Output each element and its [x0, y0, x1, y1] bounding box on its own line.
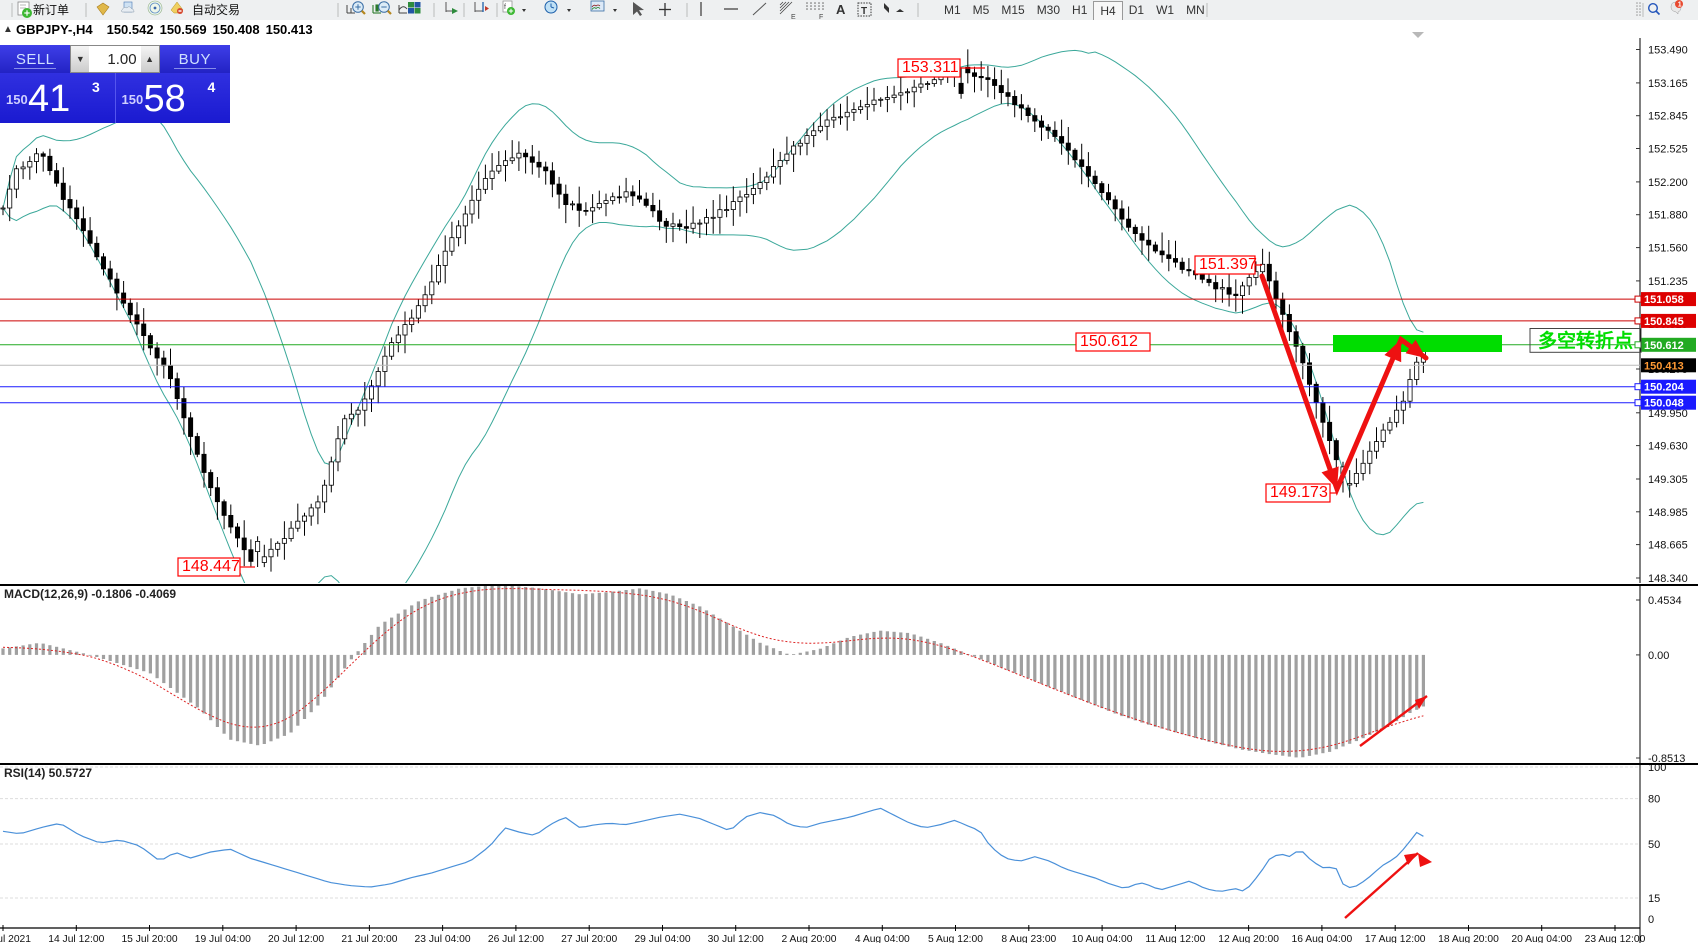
svg-text:多空转折点: 多空转折点: [1538, 329, 1633, 352]
svg-text:20 Jul 12:00: 20 Jul 12:00: [268, 934, 324, 943]
svg-text:27 Jul 20:00: 27 Jul 20:00: [561, 934, 617, 943]
svg-text:19 Jul 04:00: 19 Jul 04:00: [195, 934, 251, 943]
svg-text:12 Aug 20:00: 12 Aug 20:00: [1218, 934, 1279, 943]
svg-text:148.447: 148.447: [182, 558, 240, 575]
svg-text:153.165: 153.165: [1648, 78, 1688, 90]
svg-text:148.665: 148.665: [1648, 540, 1688, 552]
svg-text:0: 0: [1648, 914, 1654, 926]
svg-text:0.4534: 0.4534: [1648, 595, 1682, 607]
svg-text:26 Jul 12:00: 26 Jul 12:00: [488, 934, 544, 943]
svg-text:150.612: 150.612: [1644, 340, 1684, 352]
svg-text:148.340: 148.340: [1648, 573, 1688, 583]
svg-text:150.413: 150.413: [1644, 360, 1684, 372]
svg-text:23 Aug 12:00: 23 Aug 12:00: [1585, 934, 1646, 943]
svg-text:5 Aug 12:00: 5 Aug 12:00: [928, 934, 983, 943]
svg-text:15 Jul 20:00: 15 Jul 20:00: [121, 934, 177, 943]
svg-text:80: 80: [1648, 794, 1660, 806]
svg-text:T: T: [861, 6, 867, 17]
svg-text:2 Aug 20:00: 2 Aug 20:00: [782, 934, 837, 943]
svg-text:MACD(12,26,9) -0.1806 -0.4069: MACD(12,26,9) -0.1806 -0.4069: [4, 587, 176, 601]
svg-text:16 Aug 04:00: 16 Aug 04:00: [1292, 934, 1353, 943]
svg-text:151.058: 151.058: [1644, 294, 1684, 306]
svg-text:153.490: 153.490: [1648, 45, 1688, 57]
svg-text:100: 100: [1648, 765, 1666, 774]
svg-text:150.204: 150.204: [1644, 382, 1685, 394]
svg-text:13 Jul 2021: 13 Jul 2021: [0, 934, 31, 943]
svg-text:17 Aug 12:00: 17 Aug 12:00: [1365, 934, 1426, 943]
svg-text:151.235: 151.235: [1648, 276, 1688, 288]
svg-text:149.305: 149.305: [1648, 474, 1688, 486]
svg-text:152.845: 152.845: [1648, 111, 1688, 123]
svg-text:151.880: 151.880: [1648, 210, 1688, 222]
svg-text:151.397: 151.397: [1199, 256, 1257, 273]
svg-text:150.048: 150.048: [1644, 398, 1684, 410]
svg-text:21 Jul 20:00: 21 Jul 20:00: [341, 934, 397, 943]
svg-text:1: 1: [1678, 1, 1682, 8]
svg-text:148.985: 148.985: [1648, 507, 1688, 519]
svg-text:152.200: 152.200: [1648, 177, 1688, 189]
svg-text:152.525: 152.525: [1648, 144, 1688, 156]
svg-text:30 Jul 12:00: 30 Jul 12:00: [708, 934, 764, 943]
svg-text:10 Aug 04:00: 10 Aug 04:00: [1072, 934, 1133, 943]
svg-text:23 Jul 04:00: 23 Jul 04:00: [415, 934, 471, 943]
svg-text:0.00: 0.00: [1648, 650, 1669, 662]
svg-text:151.560: 151.560: [1648, 243, 1688, 255]
svg-text:20 Aug 04:00: 20 Aug 04:00: [1511, 934, 1572, 943]
svg-text:14 Jul 12:00: 14 Jul 12:00: [48, 934, 104, 943]
svg-text:新订单: 新订单: [33, 2, 69, 17]
svg-text:11 Aug 12:00: 11 Aug 12:00: [1145, 934, 1205, 943]
svg-text:自动交易: 自动交易: [192, 2, 240, 17]
svg-text:50: 50: [1648, 839, 1660, 851]
svg-text:4 Aug 04:00: 4 Aug 04:00: [855, 934, 910, 943]
svg-text:149.630: 149.630: [1648, 441, 1688, 453]
svg-text:A: A: [836, 2, 846, 17]
svg-text:f: f: [504, 4, 506, 11]
svg-text:153.311: 153.311: [902, 59, 959, 76]
svg-text:150.612: 150.612: [1080, 333, 1138, 350]
svg-text:29 Jul 04:00: 29 Jul 04:00: [634, 934, 690, 943]
svg-text:149.173: 149.173: [1270, 484, 1328, 501]
svg-text:18 Aug 20:00: 18 Aug 20:00: [1438, 934, 1499, 943]
svg-text:8 Aug 23:00: 8 Aug 23:00: [1001, 934, 1056, 943]
svg-text:15: 15: [1648, 893, 1660, 905]
svg-text:RSI(14) 50.5727: RSI(14) 50.5727: [4, 766, 92, 780]
svg-text:150.845: 150.845: [1644, 316, 1684, 328]
